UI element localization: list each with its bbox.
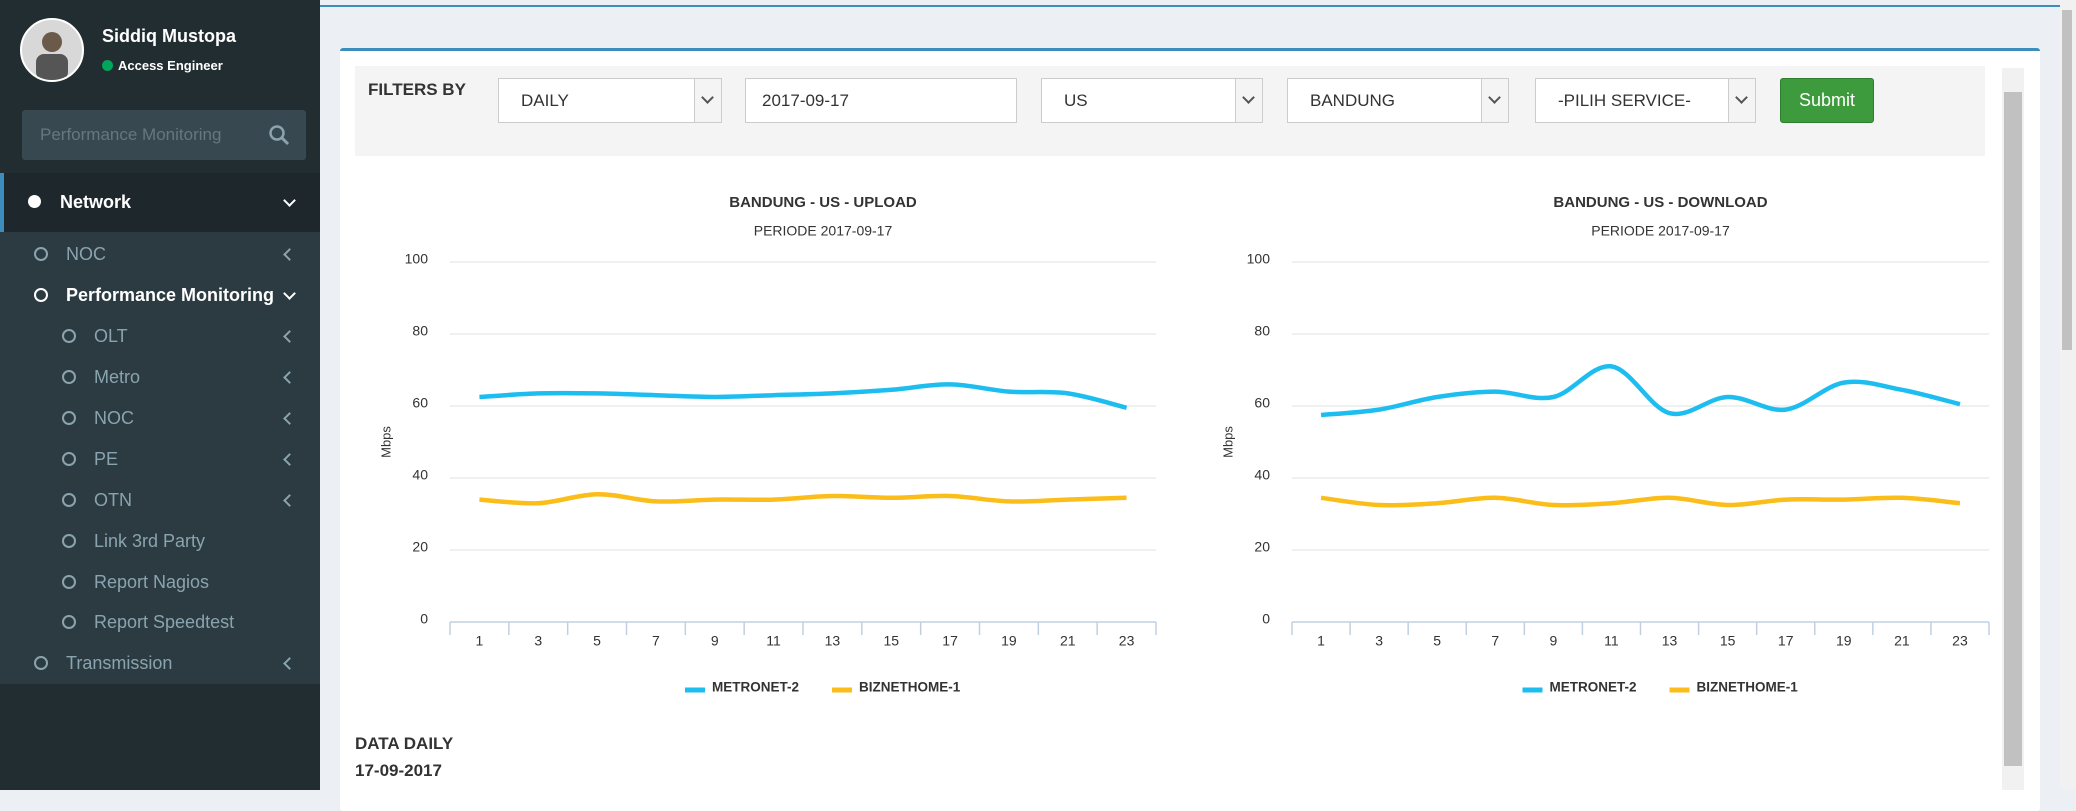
x-tick-label: 1 bbox=[476, 633, 484, 649]
x-tick-label: 17 bbox=[942, 633, 958, 649]
chart-subtitle: PERIODE 2017-09-17 bbox=[754, 223, 893, 239]
y-tick-label: 20 bbox=[412, 539, 428, 555]
x-tick-label: 23 bbox=[1952, 633, 1968, 649]
chart-subtitle: PERIODE 2017-09-17 bbox=[1591, 223, 1730, 239]
x-tick-label: 15 bbox=[1720, 633, 1736, 649]
charts: BANDUNG - US - UPLOAD PERIODE 2017-09-17 M… bbox=[0, 0, 2000, 720]
line-series bbox=[1321, 498, 1960, 506]
x-tick-label: 11 bbox=[1604, 633, 1619, 649]
x-tick-label: 13 bbox=[825, 633, 841, 649]
chart-title: BANDUNG - US - UPLOAD bbox=[729, 194, 917, 211]
data-title: DATA DAILY bbox=[355, 734, 453, 754]
x-tick-label: 13 bbox=[1662, 633, 1678, 649]
y-tick-label: 60 bbox=[412, 395, 428, 411]
y-tick-label: 0 bbox=[1262, 611, 1270, 627]
y-tick-label: 80 bbox=[412, 323, 428, 339]
x-tick-label: 9 bbox=[711, 633, 719, 649]
x-tick-label: 3 bbox=[534, 633, 542, 649]
scroll-thumb[interactable] bbox=[2004, 92, 2022, 766]
y-tick-label: 40 bbox=[1254, 467, 1270, 483]
page-scroll-thumb[interactable] bbox=[2062, 10, 2072, 350]
y-tick-label: 80 bbox=[1254, 323, 1270, 339]
x-tick-label: 7 bbox=[1491, 633, 1499, 649]
x-tick-label: 23 bbox=[1119, 633, 1135, 649]
x-tick-label: 15 bbox=[883, 633, 899, 649]
x-tick-label: 19 bbox=[1836, 633, 1852, 649]
y-axis-label: Mbps bbox=[378, 426, 393, 458]
data-date: 17-09-2017 bbox=[355, 761, 442, 781]
x-tick-label: 9 bbox=[1549, 633, 1557, 649]
y-tick-label: 100 bbox=[1247, 251, 1271, 267]
chart-title: BANDUNG - US - DOWNLOAD bbox=[1553, 194, 1767, 211]
x-tick-label: 7 bbox=[652, 633, 660, 649]
x-tick-label: 21 bbox=[1060, 633, 1076, 649]
legend-label: METRONET-2 bbox=[712, 680, 799, 695]
y-tick-label: 0 bbox=[420, 611, 428, 627]
y-tick-label: 40 bbox=[412, 467, 428, 483]
y-tick-label: 100 bbox=[405, 251, 429, 267]
x-tick-label: 17 bbox=[1778, 633, 1794, 649]
legend-label: BIZNETHOME-1 bbox=[859, 680, 961, 695]
x-tick-label: 11 bbox=[766, 633, 781, 649]
x-tick-label: 3 bbox=[1375, 633, 1383, 649]
line-series bbox=[479, 494, 1126, 503]
y-tick-label: 60 bbox=[1254, 395, 1270, 411]
x-tick-label: 19 bbox=[1001, 633, 1017, 649]
y-tick-label: 20 bbox=[1254, 539, 1270, 555]
legend-label: BIZNETHOME-1 bbox=[1697, 680, 1799, 695]
x-tick-label: 5 bbox=[1433, 633, 1441, 649]
x-tick-label: 1 bbox=[1317, 633, 1325, 649]
line-series bbox=[479, 384, 1126, 407]
x-tick-label: 21 bbox=[1894, 633, 1910, 649]
x-tick-label: 5 bbox=[593, 633, 601, 649]
y-axis-label: Mbps bbox=[1220, 426, 1235, 458]
line-series bbox=[1321, 366, 1960, 415]
legend-label: METRONET-2 bbox=[1550, 680, 1637, 695]
page: Siddiq Mustopa Access Engineer Performan… bbox=[0, 0, 2076, 790]
